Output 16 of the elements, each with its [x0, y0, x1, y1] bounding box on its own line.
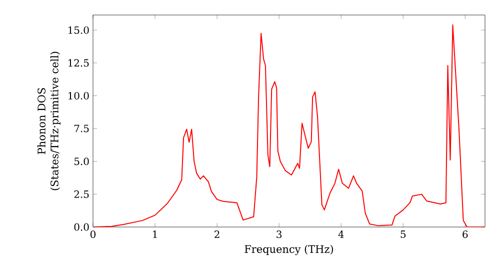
- x-axis-title: Frequency (THz): [244, 244, 333, 256]
- x-tick-label: 2: [214, 230, 220, 238]
- y-tick-label: 7.5: [74, 124, 89, 132]
- y-tick-label: 0.0: [74, 223, 89, 231]
- x-tick-label: 6: [462, 230, 468, 238]
- x-tick-label: 0: [90, 230, 96, 238]
- x-tick-label: 3: [276, 230, 282, 238]
- y-axis-title: Phonon DOS (States/THz·primitive cell): [37, 52, 60, 190]
- x-tick-label: 4: [338, 230, 344, 238]
- x-tick-label: 1: [153, 230, 157, 238]
- y-tick-label: 5.0: [74, 158, 89, 166]
- y-tick-label: 12.5: [68, 59, 89, 67]
- y-tick-label: 2.5: [74, 190, 89, 198]
- y-tick-label: 15.0: [68, 26, 89, 34]
- y-tick-label: 10.0: [68, 92, 89, 100]
- x-tick-label: 5: [400, 230, 406, 238]
